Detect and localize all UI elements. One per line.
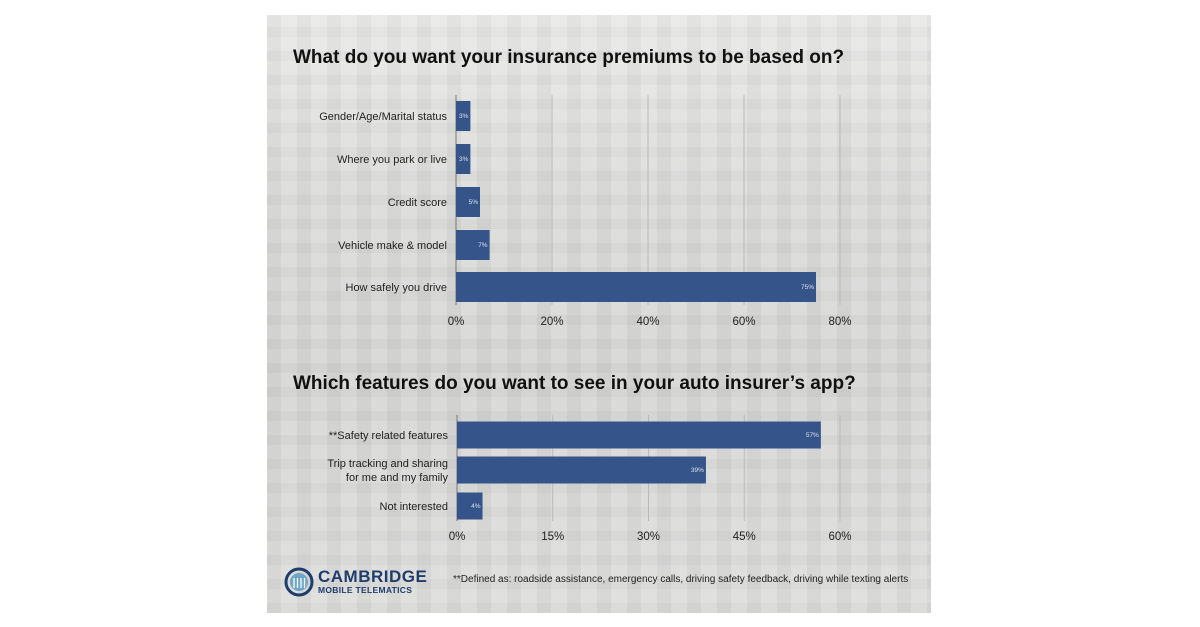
chart1-bar	[456, 230, 490, 260]
chart1-tick-label: 60%	[732, 316, 755, 328]
chart1-tick-label: 40%	[636, 316, 659, 328]
chart1-value-label: 3%	[459, 156, 469, 163]
chart2-tick-label: 0%	[449, 531, 466, 543]
chart1-category-label: How safely you drive	[346, 282, 448, 294]
chart1-value-label: 3%	[459, 113, 469, 120]
chart2-value-label: 57%	[806, 432, 819, 439]
chart1-tick-label: 80%	[828, 316, 851, 328]
chart1-title: What do you want your insurance premiums…	[293, 47, 845, 68]
chart2-category-label: for me and my family	[346, 472, 449, 484]
chart1-tick-label: 0%	[448, 316, 465, 328]
chart2-title: Which features do you want to see in you…	[293, 373, 856, 394]
chart2-category-label: Not interested	[380, 501, 448, 513]
chart2-bar	[457, 456, 706, 484]
cambridge-logo: CAMBRIDGE MOBILE TELEMATICS	[284, 567, 427, 597]
chart1-category-label: Credit score	[388, 197, 447, 209]
chart2-tick-label: 60%	[828, 531, 851, 543]
chart2-value-label: 4%	[471, 503, 481, 510]
chart2-tick-label: 15%	[541, 531, 564, 543]
chart2-tick-label: 45%	[733, 531, 756, 543]
chart2-category-label: Trip tracking and sharing	[327, 458, 448, 470]
chart1-value-label: 5%	[469, 199, 479, 206]
chart1-bar	[456, 101, 471, 131]
logo-icon	[284, 567, 314, 597]
infographic-panel	[267, 15, 931, 613]
chart1-bar	[456, 144, 471, 174]
chart1-category-label: Where you park or live	[337, 154, 447, 166]
chart1-bar	[456, 272, 816, 302]
logo-line2: MOBILE TELEMATICS	[318, 585, 413, 595]
chart2-value-label: 39%	[691, 467, 704, 474]
chart2-bar	[457, 421, 821, 449]
chart1-bar	[456, 187, 480, 217]
chart1-value-label: 7%	[478, 242, 488, 249]
chart2-category-label: **Safety related features	[329, 430, 449, 442]
chart1-category-label: Vehicle make & model	[338, 240, 447, 252]
chart1-value-label: 75%	[801, 284, 814, 291]
chart2-tick-label: 30%	[637, 531, 660, 543]
chart1-tick-label: 20%	[540, 316, 563, 328]
chart1-category-label: Gender/Age/Marital status	[319, 111, 447, 123]
chart2-bar	[457, 492, 483, 520]
footnote: **Defined as: roadside assistance, emerg…	[453, 574, 909, 585]
logo-line1: CAMBRIDGE	[318, 567, 428, 586]
